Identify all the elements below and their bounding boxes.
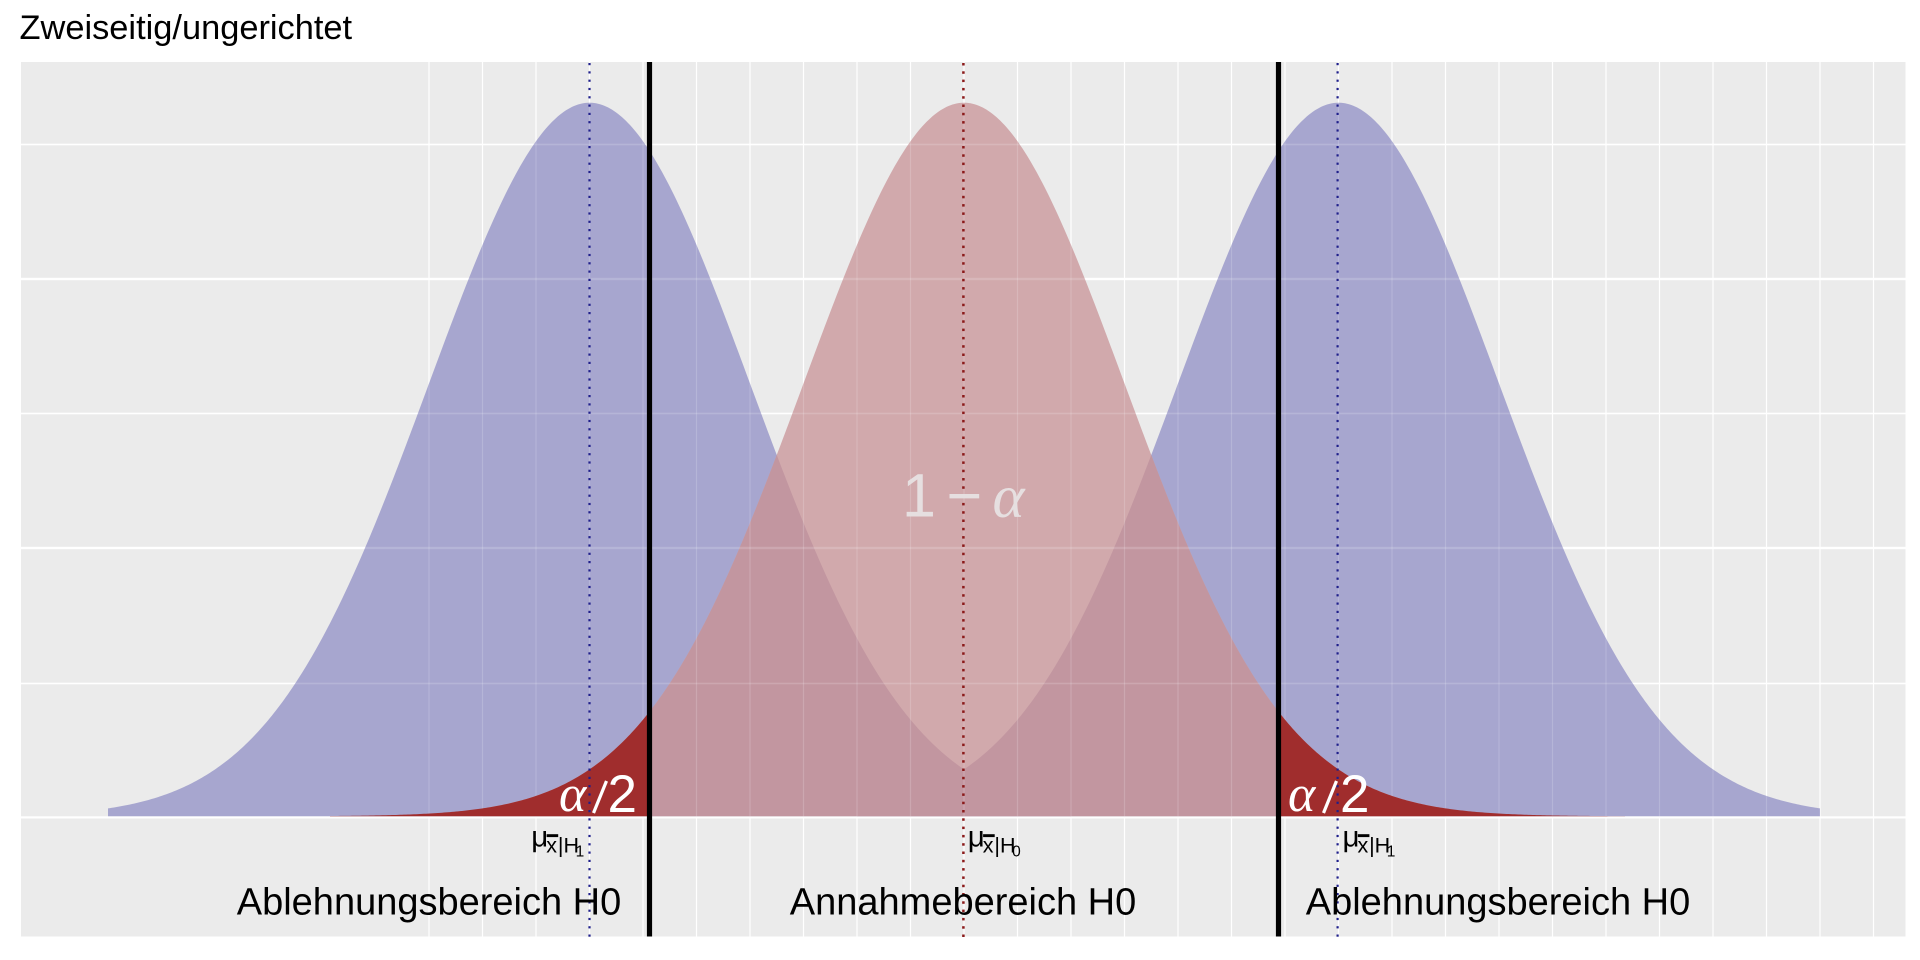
- svg-text:μ: μ: [531, 821, 548, 854]
- svg-text:μ: μ: [968, 821, 985, 854]
- svg-text:Annahmebereich H0: Annahmebereich H0: [790, 882, 1136, 924]
- svg-text:Ablehnungsbereich H0: Ablehnungsbereich H0: [1306, 882, 1691, 924]
- svg-text:α: α: [559, 766, 588, 823]
- svg-text:x: x: [546, 833, 557, 857]
- svg-text:2: 2: [608, 765, 637, 824]
- svg-text:x: x: [983, 833, 994, 857]
- svg-text:|H: |H: [1369, 833, 1390, 857]
- svg-text:1: 1: [902, 461, 936, 529]
- svg-text:Zweiseitig/ungerichtet: Zweiseitig/ungerichtet: [20, 9, 353, 47]
- svg-text:|H: |H: [994, 833, 1015, 857]
- svg-text:2: 2: [1340, 765, 1369, 824]
- svg-text:μ: μ: [1343, 821, 1360, 854]
- svg-text:0: 0: [1012, 843, 1021, 860]
- svg-text:α: α: [993, 464, 1027, 531]
- svg-text:Ablehnungsbereich H0: Ablehnungsbereich H0: [237, 882, 622, 924]
- svg-text:1: 1: [576, 843, 585, 860]
- svg-text:α: α: [1288, 766, 1317, 823]
- svg-text:−: −: [947, 461, 983, 529]
- svg-text:|H: |H: [558, 833, 579, 857]
- svg-text:1: 1: [1387, 843, 1396, 860]
- svg-text:x: x: [1358, 833, 1369, 857]
